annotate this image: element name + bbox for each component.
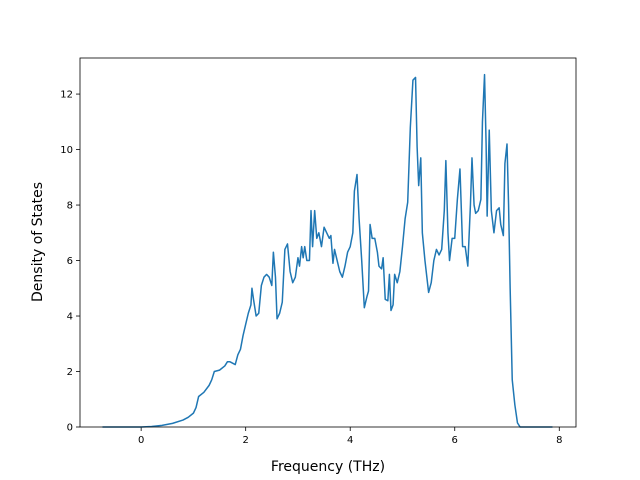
y-tick-label: 4: [67, 312, 73, 323]
y-tick-label: 8: [67, 201, 73, 212]
x-tick-label: 2: [242, 435, 248, 446]
x-axis-label: Frequency (THz): [271, 459, 385, 475]
x-tick-label: 6: [452, 435, 458, 446]
plot-frame: [79, 57, 577, 428]
y-tick-label: 6: [67, 256, 73, 267]
y-tick-label: 0: [67, 423, 73, 434]
x-tick-label: 4: [347, 435, 353, 446]
x-tick-label: 0: [138, 435, 144, 446]
y-tick-label: 12: [60, 90, 73, 101]
y-tick-label: 2: [67, 367, 73, 378]
data-line: [102, 73, 553, 428]
y-tick-label: 10: [60, 145, 73, 156]
x-tick-label: 8: [556, 435, 562, 446]
y-axis-label: Density of States: [30, 182, 46, 302]
